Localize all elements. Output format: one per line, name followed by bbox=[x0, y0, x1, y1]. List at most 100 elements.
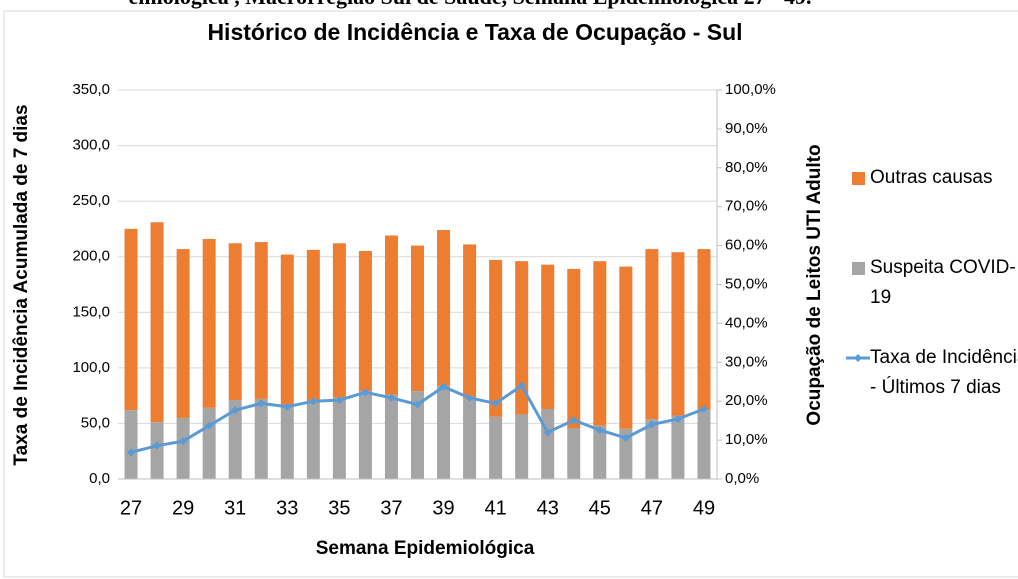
bar-segment bbox=[202, 238, 216, 408]
line-marker bbox=[543, 428, 552, 437]
line-marker bbox=[179, 437, 188, 446]
bar-segment bbox=[358, 391, 372, 479]
x-tick-label: 35 bbox=[328, 497, 350, 519]
line-marker bbox=[699, 404, 708, 413]
y2-tick-label: 30,0% bbox=[725, 353, 768, 370]
bar-segment bbox=[671, 252, 685, 416]
bar-segment bbox=[437, 230, 451, 386]
x-tick-label: 27 bbox=[120, 497, 142, 519]
line-marker bbox=[257, 399, 266, 408]
line-marker bbox=[205, 421, 214, 430]
bar-segment bbox=[176, 249, 190, 418]
page-heading: emiológica , Macrorregião Sul de Saúde, … bbox=[129, 0, 812, 9]
bar-segment bbox=[150, 222, 164, 423]
x-tick-label: 37 bbox=[380, 497, 402, 519]
bar-segment bbox=[228, 400, 242, 479]
y-tick-label: 250,0 bbox=[72, 192, 110, 209]
legend-swatch bbox=[852, 262, 865, 275]
line-marker bbox=[621, 433, 630, 442]
bar-segment bbox=[463, 398, 477, 479]
x-axis-title: Semana Epidemiológica bbox=[316, 538, 535, 559]
y-tick-label: 300,0 bbox=[72, 137, 110, 154]
bar-segment bbox=[515, 414, 529, 479]
bar-segment bbox=[567, 428, 581, 479]
bar-segment bbox=[280, 404, 294, 479]
x-tick-label: 39 bbox=[432, 497, 454, 519]
bar-segment bbox=[306, 401, 320, 479]
bar-segment bbox=[619, 428, 633, 479]
x-tick-label: 41 bbox=[485, 497, 507, 519]
line-marker bbox=[335, 396, 344, 405]
y2-axis-title: Ocupação de Leitos UTI Adulto bbox=[804, 144, 825, 425]
y-tick-label: 200,0 bbox=[72, 248, 110, 265]
bar-segment bbox=[228, 243, 242, 401]
y2-tick-label: 40,0% bbox=[725, 314, 768, 331]
bar-segment bbox=[593, 261, 607, 426]
y-tick-label: 50,0 bbox=[81, 414, 110, 431]
line-marker bbox=[569, 416, 578, 425]
x-tick-label: 49 bbox=[693, 497, 715, 519]
y-tick-label: 150,0 bbox=[72, 303, 110, 320]
line-marker bbox=[595, 426, 604, 435]
legend-label: Suspeita COVID-19 bbox=[870, 257, 1016, 308]
bar-segment bbox=[150, 422, 164, 479]
y2-tick-label: 70,0% bbox=[725, 198, 768, 215]
legend-label: Taxa de Incidência - Últimos 7 dias bbox=[870, 347, 1018, 398]
y2-tick-label: 20,0% bbox=[725, 392, 768, 409]
bar-segment bbox=[306, 249, 320, 402]
line-marker bbox=[413, 400, 422, 409]
bar-segment bbox=[437, 385, 451, 479]
bar-segment bbox=[697, 410, 711, 479]
legend-marker bbox=[854, 354, 862, 362]
bar-segment bbox=[489, 259, 503, 417]
bar-segment bbox=[384, 394, 398, 479]
bar-segment bbox=[645, 419, 659, 479]
line-marker bbox=[153, 441, 162, 450]
bar-segment bbox=[671, 415, 685, 479]
line-marker bbox=[439, 382, 448, 391]
x-tick-label: 33 bbox=[276, 497, 298, 519]
bar-segment bbox=[358, 251, 372, 392]
bar-segment bbox=[567, 268, 581, 429]
bar-segment bbox=[332, 397, 346, 479]
line-marker bbox=[127, 448, 136, 457]
bar-segment bbox=[280, 254, 294, 405]
bar-segment bbox=[697, 249, 711, 411]
line-marker bbox=[673, 414, 682, 423]
legend-swatch bbox=[852, 172, 865, 185]
line-marker bbox=[231, 406, 240, 415]
line-marker bbox=[465, 393, 474, 402]
bar-segment bbox=[541, 264, 555, 409]
y2-tick-label: 10,0% bbox=[725, 431, 768, 448]
bar-segment bbox=[411, 245, 424, 392]
y-axis-title: Taxa de Incidência Acumulada de 7 dias bbox=[11, 104, 32, 465]
chart-frame bbox=[3, 10, 1018, 578]
bar-segment bbox=[384, 235, 398, 395]
y2-tick-label: 0,0% bbox=[725, 470, 759, 487]
bar-segment bbox=[645, 249, 659, 420]
bar-segment bbox=[254, 242, 268, 399]
bar-segment bbox=[619, 266, 633, 429]
y-tick-label: 350,0 bbox=[72, 81, 110, 98]
y-tick-label: 0,0 bbox=[89, 470, 110, 487]
y2-tick-label: 90,0% bbox=[725, 120, 768, 137]
bar-segment bbox=[489, 416, 503, 479]
line-marker bbox=[283, 402, 292, 411]
bar-segment bbox=[202, 407, 216, 479]
x-tick-label: 45 bbox=[589, 497, 611, 519]
x-tick-label: 29 bbox=[172, 497, 194, 519]
x-tick-label: 43 bbox=[537, 497, 559, 519]
bar-segment bbox=[515, 261, 529, 415]
bar-segment bbox=[411, 391, 424, 479]
line-marker bbox=[387, 393, 396, 402]
chart-title: Histórico de Incidência e Taxa de Ocupaç… bbox=[207, 19, 742, 45]
line-marker bbox=[491, 399, 500, 408]
bar-segment bbox=[124, 410, 138, 479]
y2-tick-label: 80,0% bbox=[725, 159, 768, 176]
bar-segment bbox=[176, 417, 190, 479]
line-marker bbox=[647, 420, 656, 429]
bar-segment bbox=[541, 408, 555, 479]
line-marker bbox=[517, 381, 526, 390]
